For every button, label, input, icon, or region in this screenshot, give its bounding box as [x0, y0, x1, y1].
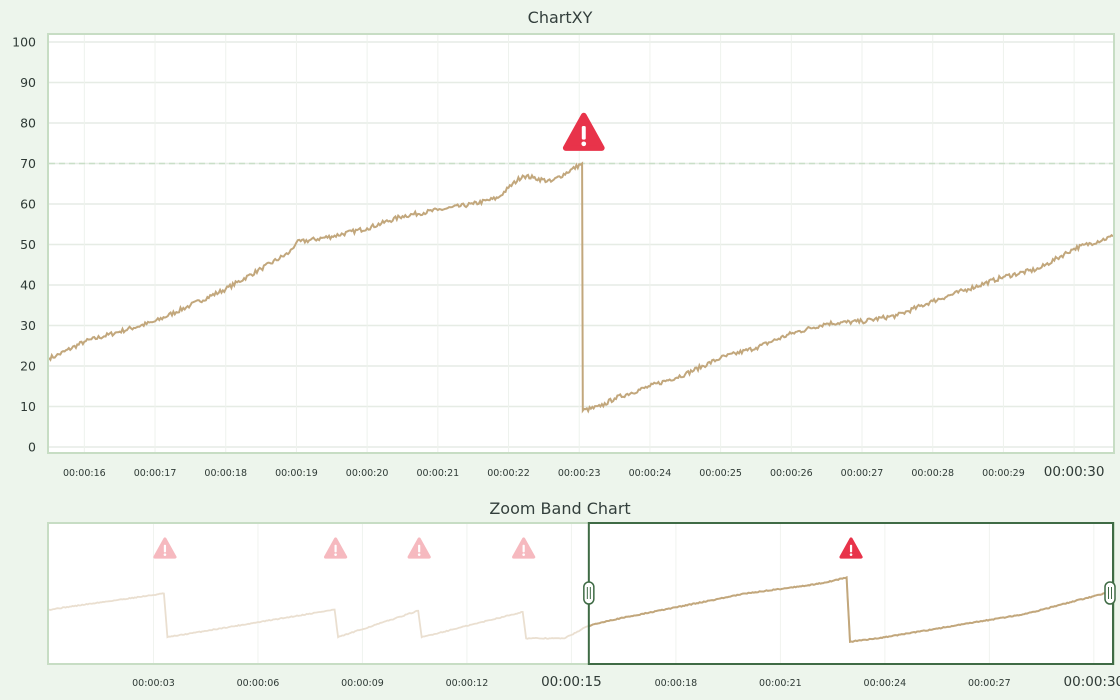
zoom-alert-icon [839, 537, 863, 559]
x-tick-label: 00:00:22 [487, 468, 530, 479]
x-tick-label: 00:00:30 [1044, 464, 1105, 480]
alert-icon [562, 112, 605, 151]
y-tick-label: 90 [20, 75, 36, 90]
y-tick-label: 20 [20, 359, 36, 374]
zoom-chart-layer: 00:00:03 00:00:06 00:00:09 00:00:12 00:00:15… [49, 522, 1120, 690]
x-tick-label: 00:00:21 [417, 468, 460, 479]
y-tick-label: 50 [20, 237, 36, 252]
zoom-handle-right[interactable] [1104, 581, 1116, 605]
y-tick-label: 70 [20, 156, 36, 171]
x-tick-label: 00:00:16 [63, 468, 106, 479]
zoom-alert-icon [153, 537, 177, 559]
x-tick-label: 00:00:18 [204, 468, 247, 479]
x-tick-label: 00:00:28 [911, 468, 954, 479]
zoom-x-tick-label: 00:00:15 [541, 674, 602, 690]
zoom-x-tick-label: 00:00:09 [341, 678, 384, 689]
y-tick-label: 0 [28, 440, 36, 455]
zoom-x-tick-label: 00:00:27 [968, 678, 1011, 689]
zoom-series-line-selected [588, 575, 1113, 644]
y-tick-label: 100 [12, 35, 36, 50]
zoom-alert-icon [407, 537, 431, 559]
x-tick-label: 00:00:19 [275, 468, 318, 479]
x-tick-label: 00:00:25 [699, 468, 742, 479]
zoom-x-tick-label: 00:00:30 [1064, 674, 1120, 690]
zoom-x-tick-label: 00:00:24 [864, 678, 907, 689]
x-tick-label: 00:00:23 [558, 468, 601, 479]
zoom-x-tick-label: 00:00:18 [655, 678, 698, 689]
zoom-x-tick-label: 00:00:21 [759, 678, 802, 689]
zoom-x-tick-label: 00:00:12 [446, 678, 489, 689]
x-tick-label: 00:00:17 [134, 468, 177, 479]
y-tick-label: 30 [20, 318, 36, 333]
zoom-x-tick-label: 00:00:03 [132, 678, 175, 689]
main-plot-area[interactable] [47, 33, 1115, 454]
zoom-x-tick-label: 00:00:06 [237, 678, 280, 689]
x-tick-label: 00:00:20 [346, 468, 389, 479]
y-tick-label: 60 [20, 197, 36, 212]
series-line[interactable] [49, 161, 1113, 414]
y-tick-label: 80 [20, 116, 36, 131]
zoom-handle-left[interactable] [583, 581, 595, 605]
zoom-alert-icon [323, 537, 348, 559]
x-tick-label: 00:00:24 [629, 468, 672, 479]
x-tick-label: 00:00:29 [982, 468, 1025, 479]
zoom-plot-area[interactable] [47, 522, 1115, 665]
x-tick-label: 00:00:27 [841, 468, 884, 479]
zoom-chart-title: Zoom Band Chart [489, 499, 631, 518]
y-tick-label: 40 [20, 278, 36, 293]
zoom-alert-icon [512, 537, 536, 559]
x-tick-label: 00:00:26 [770, 468, 813, 479]
y-tick-label: 10 [20, 399, 36, 414]
main-chart-layer: 0 10 20 30 40 50 60 70 80 90 100 00:00:16 00:00:17 00… [12, 35, 1113, 480]
main-chart-title: ChartXY [527, 8, 593, 27]
